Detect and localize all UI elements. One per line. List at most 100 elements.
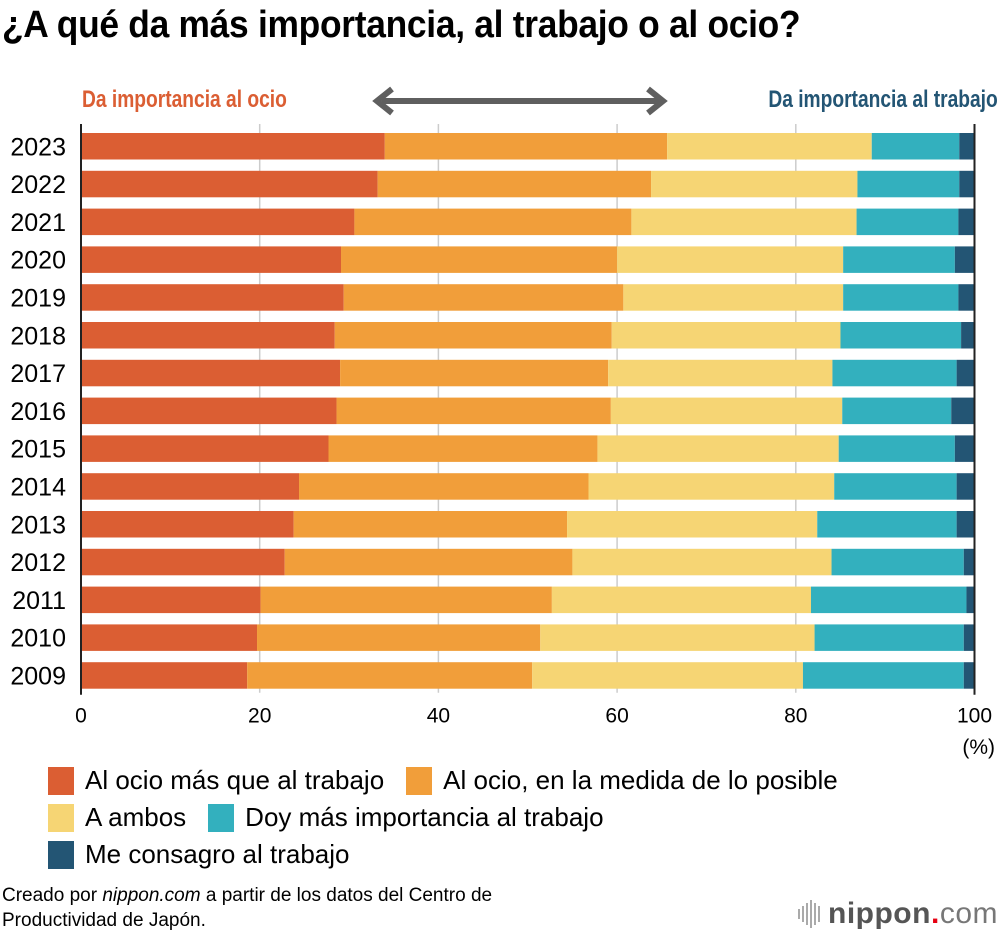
bar-segment bbox=[651, 170, 858, 198]
bar-segment bbox=[81, 397, 337, 425]
legend-swatch bbox=[406, 766, 433, 795]
y-tick-label: 2012 bbox=[10, 549, 66, 577]
x-tick-label: 100 bbox=[957, 705, 992, 728]
legend-label: Al ocio, en la medida de lo posible bbox=[443, 765, 838, 795]
x-tick-label: 80 bbox=[784, 705, 807, 728]
bar-segment bbox=[247, 662, 533, 689]
legend-item: A ambos bbox=[48, 799, 186, 836]
legend-item: Me consagro al trabajo bbox=[48, 836, 349, 873]
y-tick-label: 2011 bbox=[12, 587, 66, 615]
legend-item: Al ocio, en la medida de lo posible bbox=[406, 762, 838, 799]
bar-segment bbox=[81, 662, 248, 689]
bar-segment bbox=[617, 246, 844, 273]
unit-label: (%) bbox=[962, 736, 995, 759]
bar-segment bbox=[963, 624, 975, 651]
bar-segment bbox=[623, 284, 844, 311]
legend-swatch bbox=[48, 803, 74, 832]
bar-segment bbox=[341, 246, 618, 273]
bar-segment bbox=[842, 397, 952, 425]
y-tick-label: 2013 bbox=[10, 511, 66, 539]
legend-label: Me consagro al trabajo bbox=[85, 839, 350, 869]
bar-segment bbox=[856, 208, 959, 236]
y-tick-label: 2021 bbox=[10, 209, 66, 237]
direction-label-leisure: Da importancia al ocio bbox=[82, 86, 287, 113]
bar-segment bbox=[963, 548, 975, 576]
bar-segment bbox=[831, 548, 964, 576]
bar-segment bbox=[608, 359, 833, 387]
legend-swatch bbox=[48, 766, 74, 795]
legend-label: Al ocio más que al trabajo bbox=[85, 765, 385, 795]
bar-segment bbox=[81, 511, 294, 538]
bar-segment bbox=[814, 624, 964, 651]
bar-segment bbox=[956, 359, 975, 387]
bar-segment bbox=[958, 208, 975, 236]
bar-segment bbox=[961, 322, 975, 349]
logo-bars-icon bbox=[798, 900, 820, 928]
bar-segment bbox=[951, 397, 975, 425]
source-line2: Productividad de Japón. bbox=[2, 910, 206, 931]
bar-segment bbox=[610, 397, 843, 425]
y-tick-label: 2015 bbox=[10, 436, 66, 464]
bar-segment bbox=[81, 435, 329, 462]
source-note: Creado por nippon.com a partir de los da… bbox=[2, 883, 492, 933]
double-arrow-icon bbox=[372, 86, 668, 116]
y-tick-label: 2023 bbox=[10, 133, 66, 161]
source-prefix: Creado por bbox=[2, 885, 103, 906]
bar-segment bbox=[966, 586, 975, 614]
bar-segment bbox=[810, 586, 967, 614]
bar-segment bbox=[293, 511, 568, 538]
bar-segment bbox=[840, 322, 962, 349]
bar-segment bbox=[959, 170, 975, 198]
x-tick-labels: 0 20 40 60 80 100 bbox=[75, 705, 992, 728]
x-tick-label: 60 bbox=[605, 705, 628, 728]
bar-segment bbox=[384, 133, 668, 160]
bar-segment bbox=[81, 586, 261, 614]
x-tick-label: 20 bbox=[248, 705, 271, 728]
nippon-logo: nippon. com bbox=[798, 897, 998, 931]
axes bbox=[80, 124, 976, 695]
legend-label: A ambos bbox=[85, 802, 187, 832]
bar-segment bbox=[963, 662, 975, 689]
bar-segment bbox=[551, 586, 811, 614]
y-tick-label: 2022 bbox=[10, 171, 66, 199]
bar-segment bbox=[588, 473, 835, 500]
bar-segment bbox=[354, 208, 632, 236]
bar-segment bbox=[336, 397, 611, 425]
y-tick-labels: 2023 2022 2021 2020 2019 2018 2017 2016 2015 2014… bbox=[10, 133, 66, 690]
bar-segment bbox=[834, 473, 957, 500]
arrow-left-head bbox=[372, 86, 394, 116]
arrow-right-head bbox=[646, 86, 668, 116]
bar-segment bbox=[631, 208, 857, 236]
direction-label-work: Da importancia al trabajo bbox=[768, 86, 998, 113]
legend-swatch bbox=[48, 840, 74, 869]
y-tick-label: 2017 bbox=[10, 360, 66, 388]
bar-segment bbox=[567, 511, 818, 538]
legend-swatch bbox=[208, 803, 235, 832]
bar-segment bbox=[81, 284, 344, 311]
bar-segment bbox=[956, 511, 975, 538]
y-tick-label: 2016 bbox=[10, 398, 66, 426]
bar-segment bbox=[260, 586, 552, 614]
bar-segment bbox=[832, 359, 957, 387]
y-tick-label: 2019 bbox=[10, 284, 66, 312]
bar-segment bbox=[817, 511, 957, 538]
bar-segment bbox=[956, 473, 975, 500]
bar-segment bbox=[959, 133, 975, 160]
x-tick-label: 40 bbox=[427, 705, 450, 728]
bar-segment bbox=[81, 359, 341, 387]
bar-segment bbox=[958, 284, 975, 311]
bar-segment bbox=[857, 170, 960, 198]
bar-segment bbox=[334, 322, 612, 349]
bar-segment bbox=[81, 208, 355, 236]
bar-segment bbox=[954, 435, 975, 462]
bar-segment bbox=[597, 435, 839, 462]
bar-segment bbox=[667, 133, 872, 160]
bar-segment bbox=[257, 624, 541, 651]
legend-label: Doy más importancia al trabajo bbox=[245, 802, 604, 832]
bar-segment bbox=[328, 435, 598, 462]
stacked-bar-chart: 2023 2022 2021 2020 2019 2018 2017 2016 2015 2014… bbox=[10, 86, 995, 759]
legend-item: Al ocio más que al trabajo bbox=[48, 762, 384, 799]
bar-segment bbox=[299, 473, 589, 500]
bar-segment bbox=[843, 246, 955, 273]
logo-tld: com bbox=[939, 897, 998, 930]
